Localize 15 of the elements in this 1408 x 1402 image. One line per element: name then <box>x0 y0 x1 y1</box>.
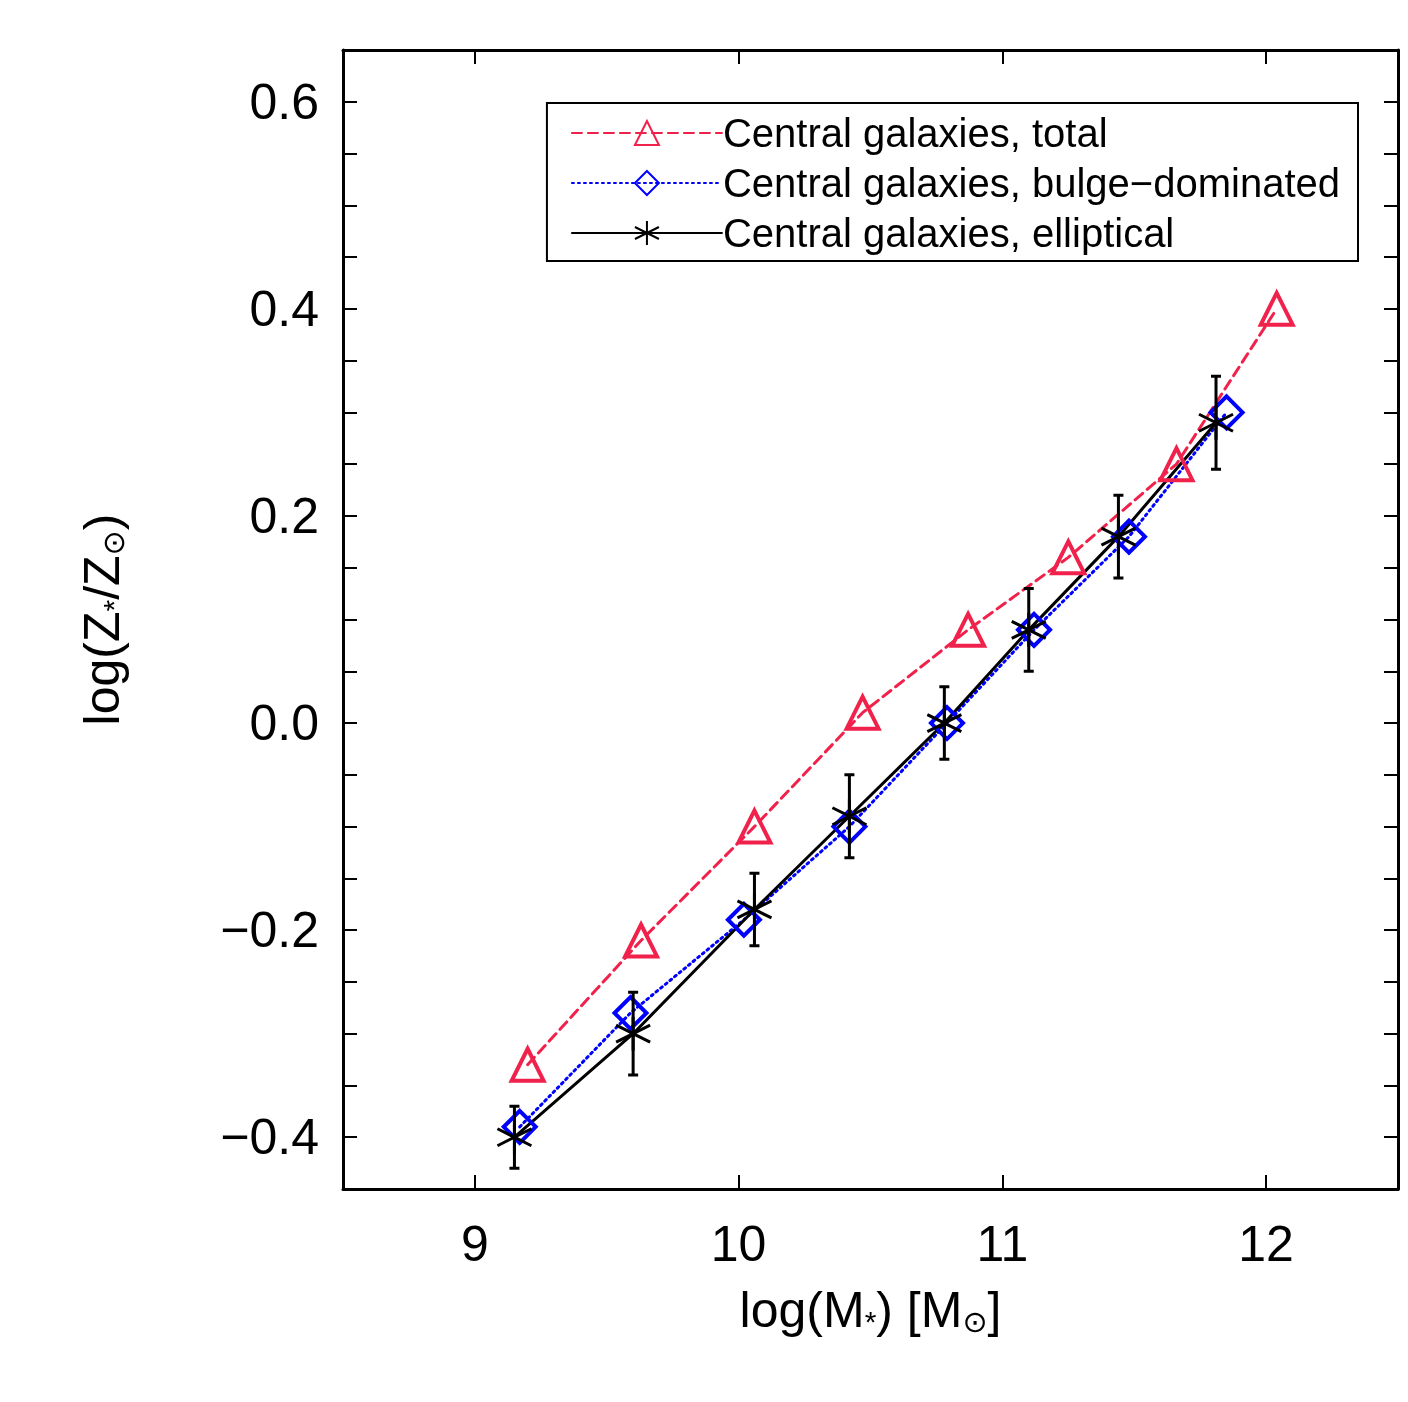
y-tick-label: 0.0 <box>249 695 319 752</box>
x-tick-label: 11 <box>976 1216 1029 1272</box>
y-tick-label: 0.4 <box>249 280 319 337</box>
y-tick-label: 0.2 <box>249 487 319 544</box>
legend-label: Central galaxies, total <box>722 111 1108 155</box>
y-tick-label: −0.4 <box>220 1109 319 1166</box>
legend-label: Central galaxies, elliptical <box>722 211 1175 255</box>
x-axis-title: log(M*) [M⊙] <box>739 1282 1002 1338</box>
y-tick-label: −0.2 <box>220 902 319 959</box>
y-axis-title: log(Z*/Z⊙) <box>74 513 130 726</box>
y-tick-label: 0.6 <box>249 73 319 130</box>
legend-label: Central galaxies, bulge−dominated <box>722 161 1341 205</box>
x-tick-label: 9 <box>460 1216 489 1272</box>
x-tick-label: 10 <box>710 1216 767 1272</box>
x-tick-label: 12 <box>1238 1216 1294 1272</box>
